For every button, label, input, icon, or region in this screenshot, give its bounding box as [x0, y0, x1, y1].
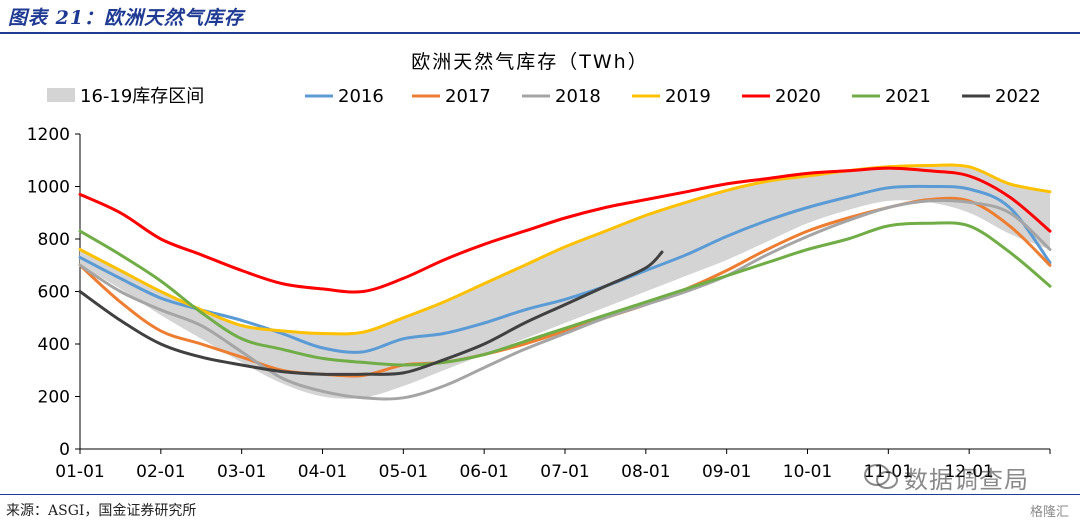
plot-area	[78, 163, 1052, 401]
legend-label-2019: 2019	[665, 86, 711, 107]
watermark-small: 格隆汇	[1030, 505, 1070, 520]
x-axis: 01-01 02-01 03-01 04-01 05-01 06-01 07-01 08-01…	[55, 448, 1051, 482]
figure-header: 图表 21：欧洲天然气库存	[0, 0, 1080, 34]
x-tick-label: 04-01	[298, 462, 347, 482]
series-2020	[78, 166, 1052, 294]
legend: 16-19库存区间 2016 2017 2018 2019 2020 2021 2022	[47, 86, 1041, 107]
y-tick-label: 800	[38, 230, 70, 250]
source-note: 来源：ASGI，国金证券研究所	[6, 503, 197, 519]
x-tick-label: 08-01	[621, 462, 670, 482]
legend-swatch-band	[47, 88, 75, 102]
x-tick-label: 09-01	[702, 462, 751, 482]
x-tick-label: 02-01	[136, 462, 185, 482]
x-tick-label: 01-01	[55, 462, 104, 482]
y-axis: 0 200 400 600 800 1000 1200	[27, 125, 81, 460]
legend-label-2017: 2017	[445, 86, 491, 107]
watermark-text: 数据调查局	[904, 466, 1029, 494]
x-tick-label: 07-01	[540, 462, 589, 482]
x-tick-label: 10-01	[783, 462, 832, 482]
y-tick-label: 200	[38, 388, 70, 408]
wechat-icon	[864, 464, 898, 489]
legend-label-2016: 2016	[338, 86, 384, 107]
series-2021	[78, 221, 1052, 367]
gas-storage-chart: 欧洲天然气库存（TWh） 16-19库存区间 2016 2017 2018 2019 20…	[27, 51, 1052, 482]
y-tick-label: 600	[38, 283, 70, 303]
y-tick-label: 0	[59, 440, 70, 460]
legend-label-2020: 2020	[775, 86, 821, 107]
legend-label-2021: 2021	[885, 86, 931, 107]
legend-label-band: 16-19库存区间	[80, 86, 204, 107]
figure-footer: 来源：ASGI，国金证券研究所	[0, 494, 1080, 525]
band-16-19-range	[80, 166, 1050, 399]
y-tick-label: 400	[38, 335, 70, 355]
series-2018	[78, 198, 1052, 401]
y-tick-label: 1200	[27, 125, 70, 145]
legend-label-2018: 2018	[555, 86, 601, 107]
series-2022	[78, 250, 664, 376]
x-tick-label: 05-01	[379, 462, 428, 482]
y-tick-label: 1000	[27, 178, 70, 198]
watermark: 数据调查局	[860, 458, 1080, 494]
legend-label-2022: 2022	[995, 86, 1041, 107]
chart-title: 欧洲天然气库存（TWh）	[411, 51, 648, 73]
figure-caption: 图表 21：欧洲天然气库存	[8, 7, 245, 29]
x-tick-label: 06-01	[459, 462, 508, 482]
x-tick-label: 12-01	[944, 462, 993, 482]
series-2016	[78, 184, 1052, 354]
x-tick-label: 03-01	[217, 462, 266, 482]
